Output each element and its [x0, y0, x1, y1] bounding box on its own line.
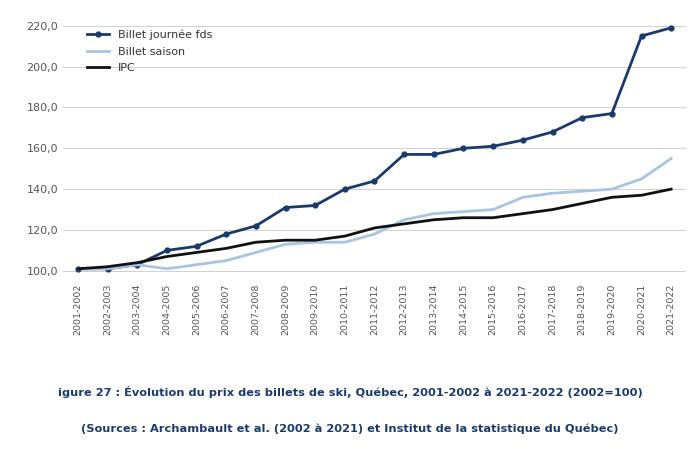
IPC: [311, 238, 319, 243]
Billet journée fds: [104, 266, 112, 271]
Billet saison: [578, 189, 587, 194]
Billet saison: [489, 207, 498, 212]
Billet journée fds: [430, 152, 438, 157]
IPC: [251, 239, 260, 245]
IPC: [341, 234, 349, 239]
Billet saison: [74, 266, 82, 271]
Text: igure 27 : Évolution du prix des billets de ski, Québec, 2001-2002 à 2021-2022 (: igure 27 : Évolution du prix des billets…: [57, 386, 643, 398]
IPC: [459, 215, 468, 220]
IPC: [519, 211, 527, 216]
IPC: [193, 250, 201, 255]
Billet journée fds: [637, 33, 645, 39]
Billet saison: [519, 194, 527, 200]
Billet journée fds: [608, 111, 616, 116]
Billet journée fds: [281, 205, 290, 210]
Billet saison: [667, 156, 676, 161]
IPC: [400, 221, 408, 226]
IPC: [637, 193, 645, 198]
IPC: [548, 207, 556, 212]
Billet saison: [222, 258, 230, 263]
Billet journée fds: [548, 129, 556, 135]
IPC: [608, 194, 616, 200]
Billet saison: [608, 186, 616, 192]
IPC: [133, 260, 141, 265]
Billet saison: [133, 262, 141, 267]
Billet saison: [281, 242, 290, 247]
Billet saison: [459, 209, 468, 214]
Billet journée fds: [667, 25, 676, 31]
Billet saison: [370, 231, 379, 237]
IPC: [281, 238, 290, 243]
Billet journée fds: [341, 186, 349, 192]
Billet saison: [548, 190, 556, 196]
Billet journée fds: [133, 262, 141, 267]
Billet journée fds: [519, 137, 527, 143]
IPC: [74, 266, 82, 271]
IPC: [489, 215, 498, 220]
IPC: [578, 201, 587, 206]
Billet journée fds: [222, 231, 230, 237]
Billet saison: [637, 176, 645, 182]
Legend: Billet journée fds, Billet saison, IPC: Billet journée fds, Billet saison, IPC: [81, 24, 218, 78]
Billet journée fds: [311, 203, 319, 208]
IPC: [370, 225, 379, 231]
Billet saison: [400, 217, 408, 222]
Billet journée fds: [370, 178, 379, 184]
Billet saison: [193, 262, 201, 267]
Billet journée fds: [578, 115, 587, 120]
Billet journée fds: [489, 144, 498, 149]
Billet saison: [430, 211, 438, 216]
Billet journée fds: [162, 248, 171, 253]
Line: Billet saison: Billet saison: [78, 158, 671, 269]
Billet journée fds: [74, 266, 82, 271]
IPC: [104, 264, 112, 270]
Line: IPC: IPC: [78, 189, 671, 269]
IPC: [222, 246, 230, 251]
Text: (Sources : Archambault et al. (2002 à 2021) et Institut de la statistique du Qué: (Sources : Archambault et al. (2002 à 20…: [81, 423, 619, 434]
Billet journée fds: [193, 243, 201, 249]
IPC: [667, 186, 676, 192]
Billet journée fds: [459, 146, 468, 151]
Line: Billet journée fds: Billet journée fds: [76, 25, 673, 271]
Billet saison: [162, 266, 171, 271]
Billet saison: [251, 250, 260, 255]
IPC: [162, 254, 171, 259]
Billet journée fds: [251, 223, 260, 229]
Billet saison: [311, 239, 319, 245]
Billet journée fds: [400, 152, 408, 157]
IPC: [430, 217, 438, 222]
Billet saison: [104, 266, 112, 271]
Billet saison: [341, 239, 349, 245]
